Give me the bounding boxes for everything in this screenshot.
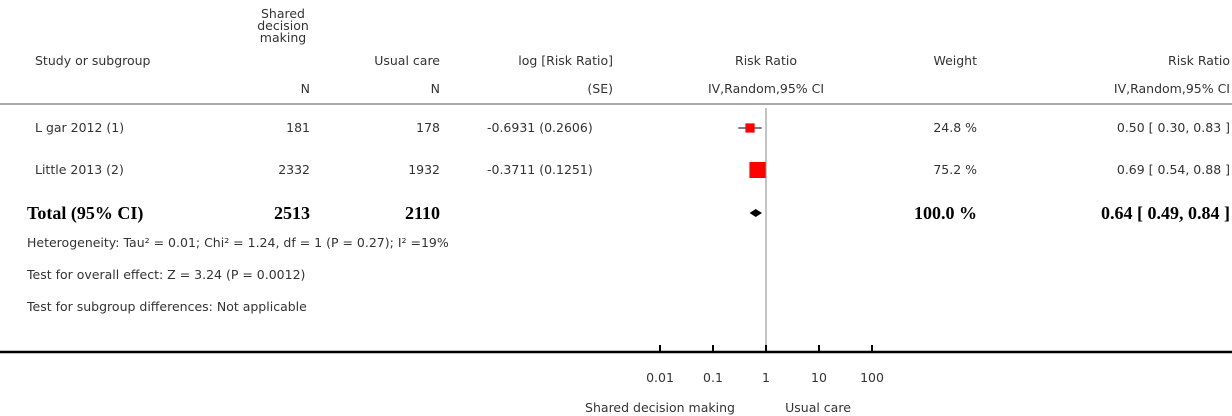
total-diamond: [749, 209, 762, 217]
total-risk-ratio-ci: 0.64 [ 0.49, 0.84 ]: [1101, 203, 1230, 223]
exp-n: 181: [286, 120, 310, 135]
column-header: Risk Ratio: [735, 53, 797, 68]
ctrl-n: 1932: [408, 162, 440, 177]
x-axis-label: Shared decision making: [585, 400, 735, 415]
x-tick-label: 0.01: [646, 370, 674, 385]
weight: 75.2 %: [933, 162, 977, 177]
x-axis-label: Usual care: [785, 400, 851, 415]
risk-ratio-ci: 0.50 [ 0.30, 0.83 ]: [1116, 120, 1230, 135]
x-tick-label: 1: [762, 370, 770, 385]
column-header: Usual care: [374, 53, 440, 68]
study-square: [749, 161, 766, 179]
column-subheader: N: [430, 81, 440, 96]
ctrl-n: 178: [416, 120, 440, 135]
column-header: Risk Ratio: [1168, 53, 1230, 68]
total-weight: 100.0 %: [914, 203, 977, 223]
column-subheader: IV,Random,95% CI: [1113, 81, 1230, 96]
column-header: Study or subgroup: [35, 53, 151, 68]
x-tick-label: 100: [860, 370, 884, 385]
log-rr-se: -0.6931 (0.2606): [487, 120, 593, 135]
column-subheader: IV,Random,95% CI: [707, 81, 825, 96]
total-exp-n: 2513: [274, 203, 310, 223]
total-label: Total (95% CI): [27, 203, 144, 223]
study-square: [745, 123, 755, 133]
footnote: Test for subgroup differences: Not appli…: [27, 299, 307, 314]
footnote: Test for overall effect: Z = 3.24 (P = 0…: [27, 267, 306, 282]
study-name: L gar 2012 (1): [35, 120, 125, 135]
column-subheader: (SE): [587, 81, 613, 96]
column-header: log [Risk Ratio]: [518, 53, 613, 68]
column-header: Weight: [933, 53, 977, 68]
column-subheader: N: [300, 81, 310, 96]
footnote: Heterogeneity: Tau² = 0.01; Chi² = 1.24,…: [27, 235, 449, 250]
exp-n: 2332: [278, 162, 310, 177]
risk-ratio-ci: 0.69 [ 0.54, 0.88 ]: [1116, 162, 1230, 177]
study-name: Little 2013 (2): [35, 162, 124, 177]
total-ctrl-n: 2110: [404, 203, 440, 223]
x-tick-label: 0.1: [703, 370, 723, 385]
column-header: Shared decision making: [257, 6, 309, 45]
log-rr-se: -0.3711 (0.1251): [487, 162, 593, 177]
weight: 24.8 %: [933, 120, 977, 135]
x-tick-label: 10: [811, 370, 827, 385]
